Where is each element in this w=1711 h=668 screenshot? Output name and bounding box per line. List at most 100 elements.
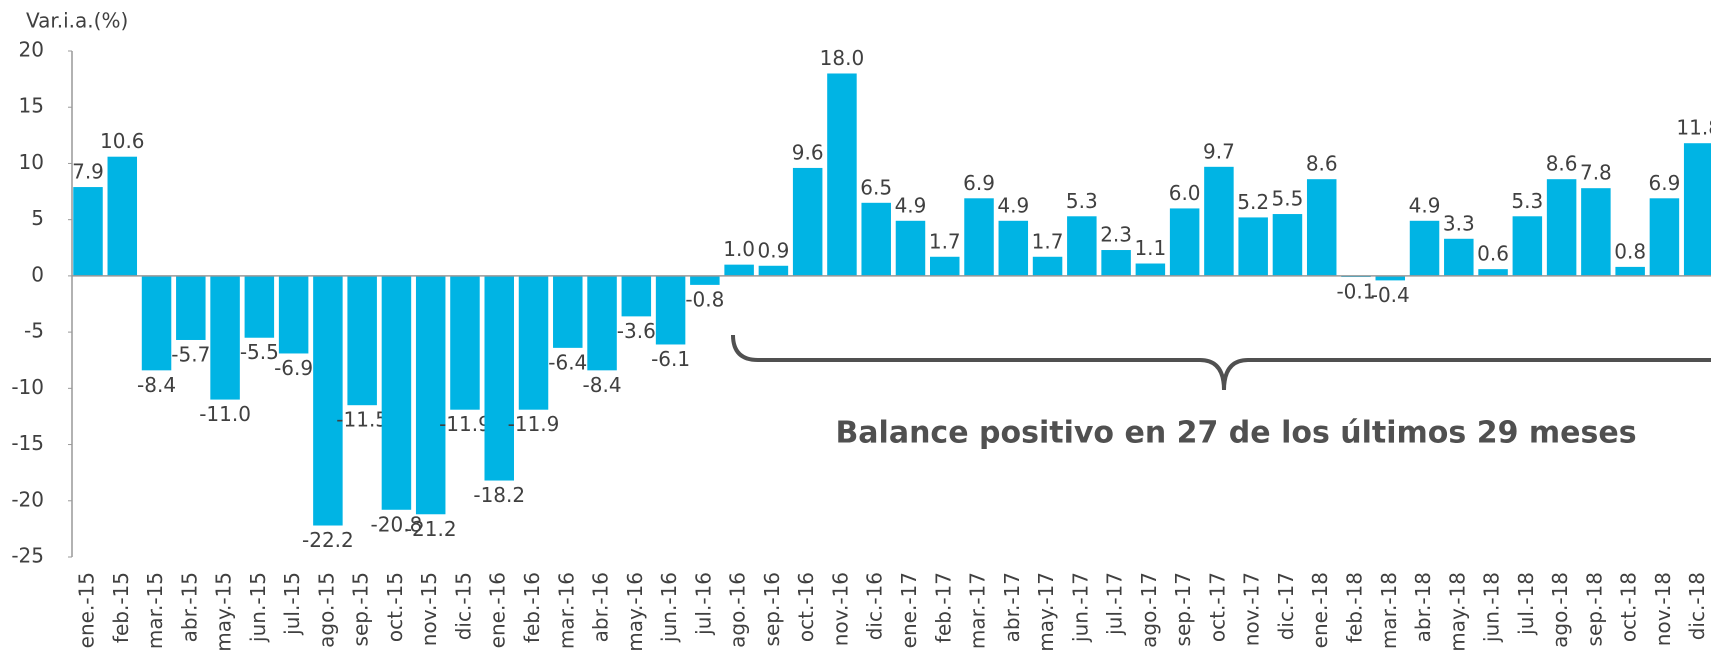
value-label: -20.8: [371, 512, 423, 536]
y-tick-label: -20: [11, 487, 44, 511]
x-tick-label: may.-17: [1034, 572, 1058, 652]
x-tick-label: abr.-15: [177, 572, 201, 642]
x-tick-label: ago.-15: [314, 572, 338, 648]
x-tick-label: nov.-15: [417, 572, 441, 646]
value-label: 6.9: [1649, 171, 1681, 195]
y-tick-label: -5: [24, 319, 44, 343]
value-label: 5.2: [1237, 190, 1269, 214]
x-tick-label: mar.-16: [554, 572, 578, 649]
value-label: 0.6: [1477, 242, 1509, 266]
value-label: 7.9: [72, 160, 104, 184]
x-tick-label: jul.-15: [280, 572, 304, 636]
value-label: 8.6: [1546, 152, 1578, 176]
bar: [347, 275, 377, 406]
x-tick-label: jul.-16: [691, 572, 715, 636]
x-tick-label: sep.-17: [1171, 572, 1195, 646]
value-label: 10.6: [100, 129, 145, 153]
y-axis-label: Var.i.a.(%): [26, 9, 128, 33]
bar: [998, 220, 1029, 276]
x-tick-label: ene.-15: [75, 572, 99, 648]
x-tick-label: jun.-16: [657, 572, 681, 643]
bar: [210, 275, 240, 400]
x-tick-label: ene.-17: [897, 572, 921, 648]
x-tick-label: abr.-18: [1411, 572, 1435, 642]
bar: [1512, 216, 1543, 276]
bar: [1101, 250, 1131, 276]
x-tick-label: nov.-17: [1240, 572, 1264, 646]
bar: [827, 73, 857, 276]
value-label: 4.9: [895, 193, 927, 217]
bar: [1306, 179, 1337, 276]
value-label: -11.5: [336, 408, 388, 432]
bar: [1683, 143, 1711, 276]
bar: [244, 275, 275, 338]
bar: [861, 202, 891, 276]
value-label: 1.7: [1032, 229, 1064, 253]
value-label: 9.6: [792, 140, 824, 164]
value-label: -8.4: [583, 373, 622, 397]
x-tick-label: oct.-18: [1617, 572, 1641, 642]
x-tick-label: oct.-15: [383, 572, 407, 642]
x-tick-label: ago.-17: [1137, 572, 1161, 648]
x-tick-label: ago.-16: [726, 572, 750, 648]
value-label: 4.9: [997, 193, 1029, 217]
value-label: -6.4: [548, 350, 587, 374]
bar: [1546, 179, 1577, 276]
bar: [587, 275, 617, 371]
bar: [484, 275, 514, 481]
value-label: -22.2: [302, 528, 354, 552]
x-tick-label: sep.-16: [760, 572, 784, 646]
x-tick-label: may.-16: [623, 572, 647, 652]
x-tick-label: jun.-18: [1480, 572, 1504, 643]
value-label: -0.4: [1371, 283, 1410, 307]
bar: [964, 198, 994, 276]
x-tick-label: dic.-16: [863, 572, 887, 640]
x-tick-label: may.-15: [212, 572, 236, 652]
value-label: 18.0: [820, 46, 865, 70]
bar: [1135, 263, 1166, 276]
value-label: 1.0: [723, 237, 755, 261]
bar: [107, 156, 138, 276]
value-label: 5.3: [1511, 189, 1543, 213]
value-label: 3.3: [1443, 211, 1475, 235]
bracket: [731, 334, 1711, 391]
bar: [895, 220, 926, 276]
value-label: 0.8: [1614, 239, 1646, 263]
bar: [724, 264, 754, 276]
bar: [518, 275, 549, 410]
bar: [176, 275, 206, 340]
value-label: 1.1: [1134, 236, 1166, 260]
x-tick-label: feb.-18: [1342, 572, 1366, 643]
value-label: -11.0: [199, 402, 251, 426]
bar: [415, 275, 446, 515]
x-tick-label: oct.-17: [1205, 572, 1229, 642]
bar: [278, 275, 309, 354]
value-label: -0.1: [1336, 280, 1375, 304]
bar: [381, 275, 412, 510]
bar: [930, 256, 960, 276]
value-label: 4.9: [1409, 193, 1441, 217]
bar: [1615, 266, 1645, 276]
value-label: 9.7: [1203, 139, 1235, 163]
bar: [758, 265, 789, 276]
y-tick-label: -25: [11, 544, 44, 568]
y-tick-label: 10: [19, 150, 44, 174]
bar: [1032, 256, 1063, 276]
x-tick-label: may.-18: [1445, 572, 1469, 652]
x-tick-label: mar.-15: [143, 572, 167, 649]
bar: [313, 275, 343, 526]
y-tick-label: 0: [31, 262, 44, 286]
bar: [1169, 208, 1200, 276]
x-tick-label: ago.-18: [1548, 572, 1572, 648]
value-label: 8.6: [1306, 152, 1338, 176]
x-tick-label: sep.-15: [349, 572, 373, 646]
x-tick-label: jul.-17: [1103, 572, 1127, 636]
value-label: -11.9: [439, 412, 491, 436]
x-tick-label: dic.-18: [1685, 572, 1709, 640]
value-label: 1.7: [929, 229, 961, 253]
value-label: 6.5: [860, 175, 892, 199]
annotation: Balance positivo en 27 de los últimos 29…: [835, 416, 1636, 451]
x-tick-label: dic.-15: [451, 572, 475, 640]
value-label: -8.4: [137, 373, 176, 397]
